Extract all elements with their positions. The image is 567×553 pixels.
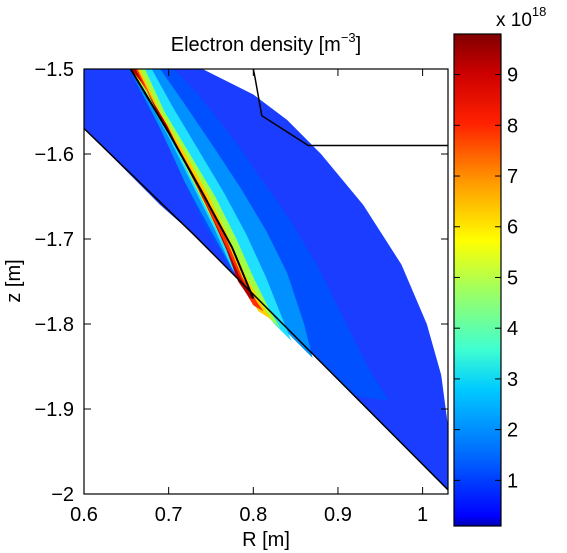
y-tick-label: −1.8 (35, 314, 74, 336)
colorbar-frame (453, 33, 502, 527)
x-axis-label: R [m] (242, 529, 290, 551)
y-tick-label: −2 (51, 484, 74, 506)
y-tick-label: −1.7 (35, 229, 74, 251)
y-tick-label: −1.9 (35, 399, 74, 421)
colorbar-tick-label: 2 (507, 420, 518, 442)
x-tick-label: 0.7 (155, 504, 183, 526)
colorbar-multiplier: x 1018 (496, 4, 546, 31)
wall-lines (84, 69, 448, 491)
x-axis: 0.6 0.7 0.8 0.9 1 (70, 69, 428, 526)
y-tick-label: −1.6 (35, 144, 74, 166)
x-tick-label: 1 (417, 504, 428, 526)
colorbar-tick-label: 7 (507, 166, 518, 188)
wall-line (84, 127, 448, 491)
colorbar-gradient (454, 34, 501, 526)
density-field (84, 69, 448, 490)
colorbar-tick-label: 6 (507, 217, 518, 239)
plot-frame (83, 68, 449, 495)
colorbar-tick-label: 1 (507, 470, 518, 492)
colorbar-tick-label: 8 (507, 115, 518, 137)
chart-title-superscript: −3 (341, 30, 356, 45)
wall-line (252, 69, 448, 147)
colorbar-ticks: 1 2 3 4 5 6 7 8 9 (454, 65, 518, 492)
y-axis: −1.5 −1.6 −1.7 −1.8 −1.9 −2 (35, 59, 448, 506)
colorbar-tick-label: 9 (507, 65, 518, 87)
y-tick-label: −1.5 (35, 59, 74, 81)
y-axis-label: z [m] (3, 259, 25, 302)
x-tick-label: 0.8 (239, 504, 267, 526)
colorbar-tick-label: 4 (507, 318, 518, 340)
separatrix-line (129, 69, 255, 299)
colorbar: 1 2 3 4 5 6 7 8 9 x 1018 (453, 4, 546, 527)
density-band (131, 69, 254, 299)
density-band (130, 69, 264, 312)
colorbar-multiplier-exponent: 18 (532, 4, 546, 19)
chart-title: Electron density [m−3] (171, 30, 361, 56)
colorbar-tick-label: 5 (507, 267, 518, 289)
x-tick-label: 0.6 (70, 504, 98, 526)
x-tick-label: 0.9 (324, 504, 352, 526)
plot-area (84, 69, 448, 491)
colorbar-tick-label: 3 (507, 369, 518, 391)
